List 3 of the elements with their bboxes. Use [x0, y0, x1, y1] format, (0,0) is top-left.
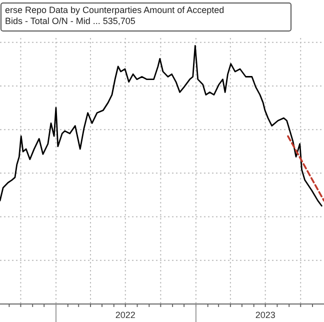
chart-title: erse Repo Data by Counterparties Amount of Accepted Bids - Total O/N - Mid ... 535,705: [5, 5, 224, 26]
x-tick-label: 2023: [255, 310, 276, 320]
x-tick-label: 2022: [115, 310, 136, 320]
